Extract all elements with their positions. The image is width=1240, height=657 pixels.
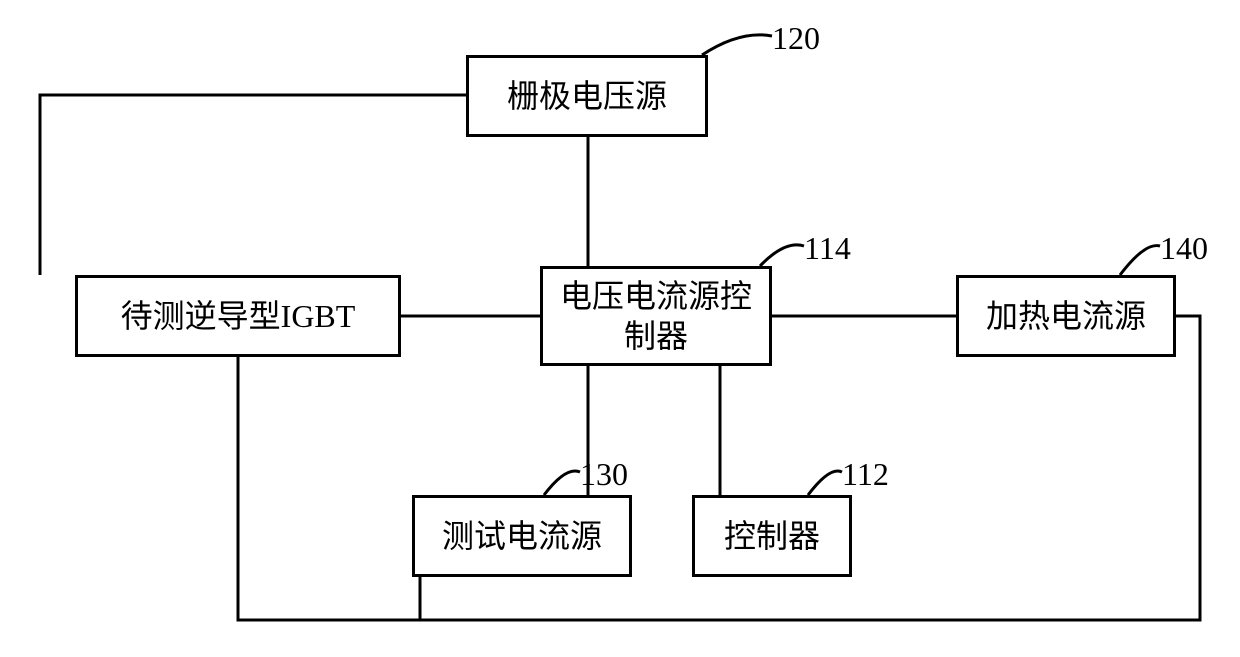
box-heating-current-source: 加热电流源 (956, 275, 1176, 357)
diagram-canvas: 栅极电压源 待测逆导型IGBT 电压电流源控 制器 加热电流源 测试电流源 控制… (0, 0, 1240, 657)
box-label: 电压电流源控 制器 (560, 276, 752, 356)
box-gate-voltage-source: 栅极电压源 (466, 55, 708, 137)
ref-label-114: 114 (804, 230, 851, 267)
box-label: 测试电流源 (442, 516, 602, 556)
box-controller: 控制器 (692, 495, 852, 577)
ref-label-120: 120 (772, 20, 820, 57)
ref-label-140: 140 (1160, 230, 1208, 267)
box-label: 加热电流源 (986, 296, 1146, 336)
box-dut-igbt: 待测逆导型IGBT (75, 275, 401, 357)
box-vc-source-controller: 电压电流源控 制器 (540, 266, 772, 366)
ref-label-130: 130 (580, 456, 628, 493)
ref-label-112: 112 (842, 456, 889, 493)
box-test-current-source: 测试电流源 (412, 495, 632, 577)
box-label: 栅极电压源 (507, 76, 667, 116)
box-label: 待测逆导型IGBT (121, 296, 356, 336)
box-label: 控制器 (724, 516, 820, 556)
